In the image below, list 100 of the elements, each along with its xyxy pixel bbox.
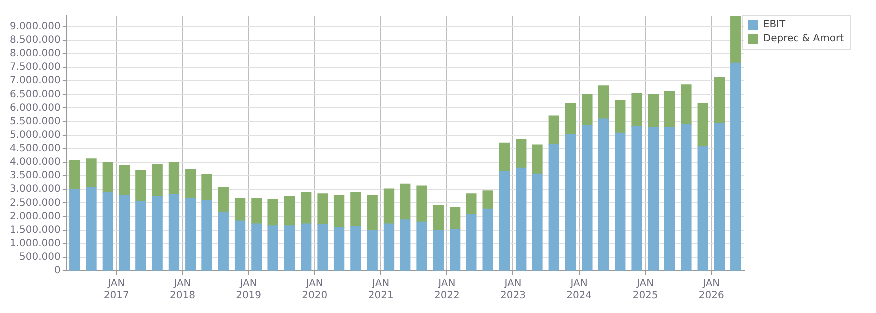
y-tick-label: 500.000 xyxy=(20,252,61,264)
y-tick-label: 0 xyxy=(54,266,61,277)
bar xyxy=(482,208,494,271)
bar xyxy=(186,198,196,271)
bar xyxy=(516,168,527,271)
x-tick-label: JAN 2023 xyxy=(500,278,526,302)
x-tick-label: JAN 2020 xyxy=(302,278,328,302)
bar xyxy=(284,196,296,226)
bar xyxy=(615,132,626,271)
bar xyxy=(482,190,494,210)
bar xyxy=(218,212,229,271)
bar xyxy=(168,162,180,196)
bar xyxy=(714,76,726,124)
bar xyxy=(648,94,660,128)
bar xyxy=(301,192,312,224)
bar xyxy=(632,93,642,128)
bar xyxy=(119,195,130,271)
bar xyxy=(384,188,395,224)
y-tick-label: 6.500.000 xyxy=(10,89,61,100)
bar xyxy=(598,118,610,271)
bar xyxy=(450,229,461,271)
bar xyxy=(598,86,610,120)
bar xyxy=(548,116,560,146)
bar xyxy=(384,224,395,271)
bar xyxy=(350,226,362,271)
bar xyxy=(532,144,543,174)
bar xyxy=(632,126,642,271)
bar xyxy=(86,187,97,271)
bar xyxy=(698,146,708,271)
bar xyxy=(698,103,708,148)
bar xyxy=(681,84,692,126)
y-tick-label: 1.000.000 xyxy=(10,238,61,250)
bar xyxy=(218,187,229,213)
bar xyxy=(268,226,278,271)
bar xyxy=(582,94,593,126)
bar xyxy=(466,214,477,271)
bar xyxy=(582,125,593,271)
bar xyxy=(252,198,262,224)
bar xyxy=(318,194,328,225)
x-tick-label: JAN 2025 xyxy=(632,278,658,302)
bar xyxy=(102,162,114,194)
y-tick-label: 4.000.000 xyxy=(10,157,61,168)
y-tick-label: 2.500.000 xyxy=(10,198,61,209)
bar xyxy=(70,189,80,271)
x-tick-label: JAN 2026 xyxy=(698,278,724,302)
bar xyxy=(152,164,163,197)
bar xyxy=(252,224,262,271)
bar xyxy=(400,220,411,271)
x-tick-label: JAN 2019 xyxy=(236,278,262,302)
bar xyxy=(416,222,428,271)
y-tick-label: 4.500.000 xyxy=(10,144,61,155)
bar xyxy=(234,220,246,271)
bar xyxy=(416,186,428,222)
bar xyxy=(301,224,312,271)
x-tick-label: JAN 2024 xyxy=(566,278,592,302)
bar xyxy=(400,184,411,220)
bar xyxy=(565,103,576,135)
x-tick-label: JAN 2017 xyxy=(104,278,130,302)
bar xyxy=(334,228,345,271)
bar xyxy=(202,200,212,271)
bar xyxy=(350,192,362,227)
bar xyxy=(334,196,345,228)
bar xyxy=(516,139,527,169)
bar xyxy=(648,127,660,271)
bar xyxy=(318,224,328,271)
bar xyxy=(615,100,626,134)
bar xyxy=(532,174,543,271)
bar xyxy=(367,230,378,271)
bar xyxy=(136,170,146,202)
bar xyxy=(548,144,560,271)
bar xyxy=(102,192,114,271)
bar xyxy=(186,169,196,200)
bar xyxy=(714,123,726,271)
bar xyxy=(664,91,676,128)
bar xyxy=(681,124,692,271)
y-tick-label: 5.000.000 xyxy=(10,130,61,141)
y-tick-label: 9.000.000 xyxy=(10,21,61,32)
bar xyxy=(268,199,278,226)
bar xyxy=(499,171,510,271)
y-tick-label: 5.500.000 xyxy=(10,116,61,128)
y-tick-label: 1.500.000 xyxy=(10,224,61,236)
bar xyxy=(168,194,180,271)
x-tick-label: JAN 2022 xyxy=(434,278,460,302)
bar xyxy=(86,158,97,188)
y-tick-label: 6.000.000 xyxy=(10,102,61,114)
y-tick-label: 7.000.000 xyxy=(10,76,61,87)
y-tick-label: 8.500.000 xyxy=(10,35,61,46)
bar xyxy=(433,205,444,231)
legend-label: Deprec & Amort xyxy=(763,34,844,45)
bar xyxy=(152,196,163,271)
bar xyxy=(730,16,742,64)
legend-label: EBIT xyxy=(763,20,786,31)
bar xyxy=(466,194,477,215)
bar xyxy=(433,230,444,271)
bar xyxy=(499,142,510,172)
bar xyxy=(730,62,742,271)
y-tick-label: 3.500.000 xyxy=(10,170,61,182)
y-tick-label: 3.000.000 xyxy=(10,184,61,196)
bar xyxy=(202,174,212,202)
y-tick-label: 8.000.000 xyxy=(10,48,61,60)
